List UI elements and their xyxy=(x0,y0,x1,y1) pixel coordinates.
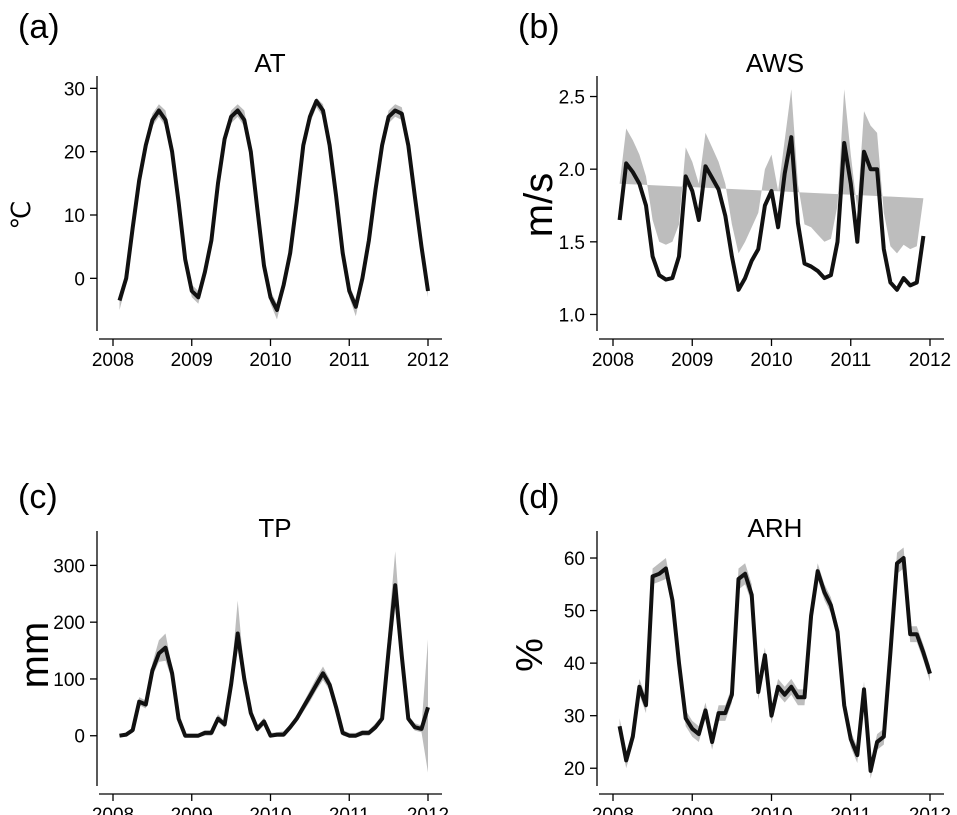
panel-title-a: AT xyxy=(254,48,285,78)
x-tick-label-d: 2009 xyxy=(671,805,713,815)
x-tick-label-c: 2009 xyxy=(171,805,213,815)
y-tick-label-b: 2.0 xyxy=(559,160,585,181)
y-axis-label-c: mm xyxy=(13,622,57,689)
y-tick-label-d: 40 xyxy=(564,654,585,675)
x-tick-label-a: 2008 xyxy=(92,350,134,371)
series-line-a xyxy=(117,99,430,312)
panel-d: (d) ARH % 2008 2009 2010 2011 2012 20 30 40 50 60 xyxy=(509,478,951,815)
panel-b: (b) AWS m/s 2008 2009 2010 2011 2012 1.0 1.5 2.… xyxy=(517,8,951,371)
x-tick-label-c: 2008 xyxy=(92,805,134,815)
panel-title-d: ARH xyxy=(748,513,803,543)
panel-title-b: AWS xyxy=(746,48,804,78)
y-tick-label-b: 2.5 xyxy=(559,88,585,109)
panel-letter-c: (c) xyxy=(18,478,58,516)
x-tick-label-a: 2012 xyxy=(407,350,449,371)
y-tick-label-c: 100 xyxy=(53,670,85,691)
y-axis-label-d: % xyxy=(509,638,551,672)
x-tick-label-b: 2011 xyxy=(830,350,871,371)
y-axis-label-a: ℃ xyxy=(6,200,36,229)
x-tick-label-d: 2011 xyxy=(830,805,871,815)
confidence-band-b xyxy=(619,89,924,254)
series-line-c xyxy=(119,583,430,738)
x-tick-label-d: 2012 xyxy=(909,805,951,815)
y-tick-label-c: 300 xyxy=(53,556,85,577)
x-tick-label-d: 2010 xyxy=(750,805,792,815)
y-tick-label-a: 0 xyxy=(74,269,85,290)
x-tick-label-a: 2009 xyxy=(171,350,213,371)
x-tick-label-c: 2011 xyxy=(329,805,370,815)
x-tick-label-a: 2011 xyxy=(329,350,370,371)
panel-letter-d: (d) xyxy=(518,478,560,516)
panel-c: (c) TP mm 2008 2009 2010 2011 2012 0 100 200 300 xyxy=(13,478,449,815)
series-line-b xyxy=(617,135,926,292)
y-tick-label-c: 200 xyxy=(53,613,85,634)
plot-area-b: 2008 2009 2010 2011 2012 1.0 1.5 2.0 2.5 xyxy=(559,76,951,371)
x-tick-label-c: 2010 xyxy=(249,805,291,815)
y-tick-label-a: 10 xyxy=(64,206,85,227)
y-tick-label-b: 1.0 xyxy=(559,305,585,326)
confidence-band-d xyxy=(619,547,930,779)
y-tick-label-a: 20 xyxy=(64,143,85,164)
confidence-band-c xyxy=(119,551,428,773)
plot-area-d: 2008 2009 2010 2011 2012 20 30 40 50 60 xyxy=(564,531,951,815)
x-tick-label-c: 2012 xyxy=(407,805,449,815)
plot-area-a: 2008 2009 2010 2011 2012 0 10 20 30 xyxy=(64,76,449,371)
panel-a: (a) AT ℃ 2008 2009 2010 2011 2012 0 10 20 30 xyxy=(6,8,449,371)
panel-letter-a: (a) xyxy=(18,8,60,46)
x-tick-label-b: 2008 xyxy=(592,350,634,371)
x-tick-label-b: 2010 xyxy=(750,350,792,371)
plot-area-c: 2008 2009 2010 2011 2012 0 100 200 300 xyxy=(53,531,449,815)
panel-title-c: TP xyxy=(258,513,291,543)
y-tick-label-d: 30 xyxy=(564,707,585,728)
series-line-d xyxy=(617,556,932,773)
x-tick-label-b: 2012 xyxy=(909,350,951,371)
y-tick-label-d: 60 xyxy=(564,549,585,570)
y-tick-label-c: 0 xyxy=(74,727,85,748)
x-tick-label-a: 2010 xyxy=(249,350,291,371)
y-tick-label-d: 50 xyxy=(564,602,585,623)
y-tick-label-a: 30 xyxy=(64,79,85,100)
panel-letter-b: (b) xyxy=(518,8,560,46)
y-tick-label-d: 20 xyxy=(564,759,585,780)
x-tick-label-b: 2009 xyxy=(671,350,713,371)
y-axis-label-b: m/s xyxy=(517,173,561,237)
x-tick-label-d: 2008 xyxy=(592,805,634,815)
y-tick-label-b: 1.5 xyxy=(559,233,585,254)
